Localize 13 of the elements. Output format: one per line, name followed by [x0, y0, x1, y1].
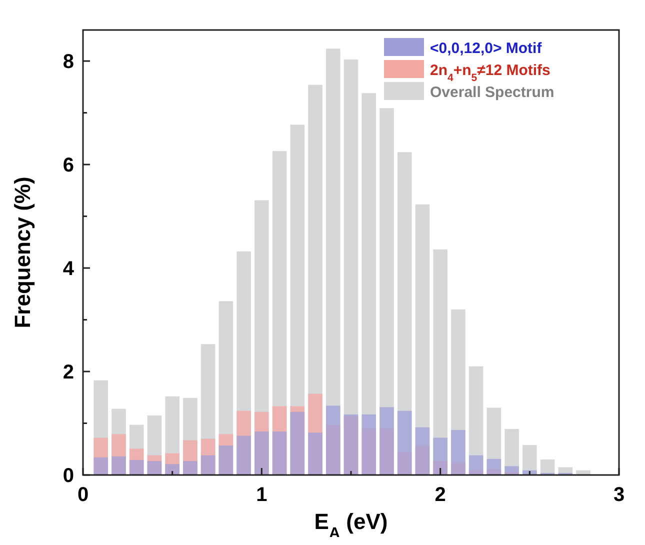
legend-label: <0,0,12,0> Motif — [430, 40, 543, 57]
legend-label: Overall Spectrum — [430, 84, 554, 101]
y-tick-label: 0 — [62, 465, 74, 487]
x-tick-label: 3 — [613, 484, 625, 506]
legend-label: 2n$_{4}$+n$_{5}$≠12 Motifs — [430, 62, 550, 84]
x-tick-label: 2 — [434, 484, 446, 506]
x-tick-label: 1 — [256, 484, 268, 506]
y-axis-title: Frequency (%) — [10, 176, 35, 328]
y-tick-label: 4 — [62, 258, 75, 280]
x-tick-label: 0 — [77, 484, 89, 506]
y-tick-label: 2 — [62, 362, 74, 384]
y-tick-label: 8 — [62, 51, 74, 74]
y-tick-label: 6 — [62, 154, 74, 177]
